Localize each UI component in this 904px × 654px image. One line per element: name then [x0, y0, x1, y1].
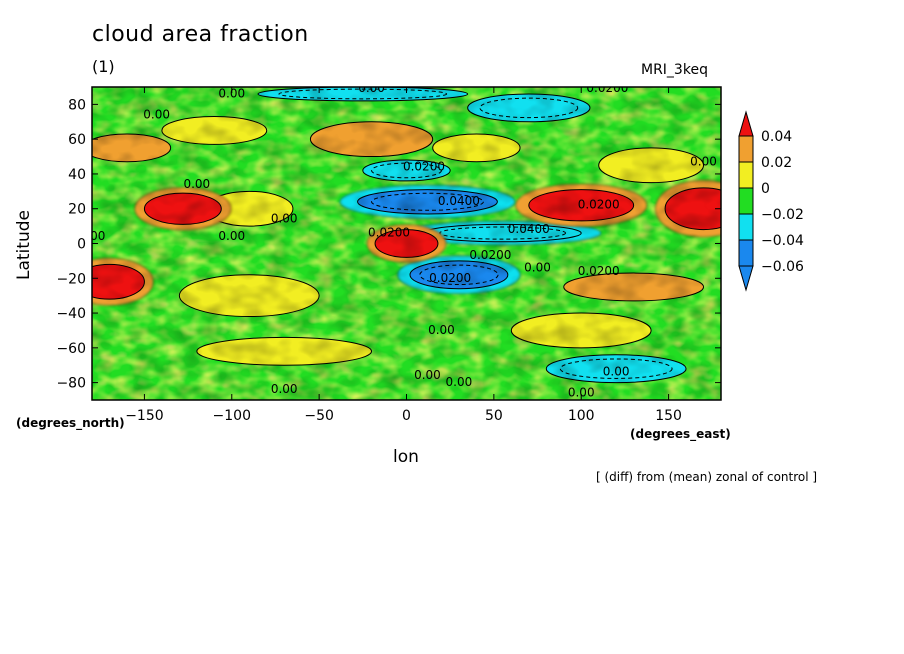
contour-label: 0.00 [568, 386, 595, 400]
colorbar-label: 0.04 [761, 129, 792, 145]
contour-label: 0.00 [358, 81, 385, 95]
y-tick-label: −40 [56, 306, 86, 322]
model-label: MRI_3keq [641, 62, 708, 78]
contour-label: 0.0400 [508, 222, 550, 236]
contour-label: 0.00 [428, 323, 455, 337]
y-tick-label: 80 [68, 97, 86, 113]
contour-label: 0.00 [603, 365, 630, 379]
colorbar-label: −0.02 [761, 207, 804, 223]
colorbar-label: −0.06 [761, 259, 804, 275]
colorbar-label: −0.04 [761, 233, 804, 249]
contour-label: 0.00 [218, 229, 245, 243]
contour-lines [92, 87, 721, 400]
colorbar-box [738, 213, 754, 241]
difference-note: [ (diff) from (mean) zonal of control ] [596, 470, 818, 484]
chart-title: cloud area fraction [92, 22, 309, 47]
contour-label: 0.00 [79, 229, 106, 243]
contour-label: 0.0200 [429, 271, 471, 285]
panel-label: (1) [92, 57, 115, 76]
y-tick-label: 60 [68, 132, 86, 148]
contour-label: 0.00 [143, 107, 170, 121]
contour-label: 0.0200 [403, 159, 445, 173]
colorbar-label: 0.02 [761, 155, 792, 171]
contour-label: 0.00 [271, 382, 298, 396]
contour-label: 0.00 [218, 86, 245, 100]
x-tick-label: 50 [485, 408, 503, 424]
x-tick-label: −100 [213, 408, 251, 424]
contour-label: 0.0200 [368, 226, 410, 240]
x-tick-label: −50 [304, 408, 334, 424]
contour-label: 0.0200 [586, 81, 628, 95]
colorbar: 0.04 0.02 0 −0.02 −0.04 −0.06 [738, 110, 804, 292]
y-tick-label: 40 [68, 167, 86, 183]
contour-label: 0.00 [183, 177, 210, 191]
colorbar-label: 0 [761, 181, 770, 197]
colorbar-box [738, 239, 754, 267]
colorbar-top-arrow [738, 110, 754, 137]
colorbar-box [738, 187, 754, 215]
x-tick-label: −150 [125, 408, 163, 424]
y-tick-label: −20 [56, 271, 86, 287]
colorbar-box [738, 161, 754, 189]
x-tick-label: 0 [402, 408, 411, 424]
y-tick-label: −60 [56, 341, 86, 357]
y-tick-label: 20 [68, 202, 86, 218]
colorbar-bottom-arrow [738, 265, 754, 292]
contour-label: 0.00 [271, 212, 298, 226]
contour-label: 0.00 [446, 375, 473, 389]
x-tick-label: 100 [568, 408, 595, 424]
y-tick-label: 0 [77, 237, 86, 253]
y-tick-label: −80 [56, 376, 86, 392]
contour-label: 0.0200 [469, 248, 511, 262]
x-tick-label: 150 [655, 408, 682, 424]
colorbar-box [738, 135, 754, 163]
contour-label: 0.0200 [578, 264, 620, 278]
contour-label: 0.0400 [438, 194, 480, 208]
contour-label: 0.00 [690, 154, 717, 168]
y-axis-units: (degrees_north) [16, 416, 125, 430]
contour-label: 0.0200 [578, 198, 620, 212]
contour-label: 0.00 [524, 260, 551, 274]
x-axis-label: lon [393, 447, 419, 467]
x-axis-units: (degrees_east) [630, 427, 731, 441]
contour-label: 0.00 [414, 368, 441, 382]
